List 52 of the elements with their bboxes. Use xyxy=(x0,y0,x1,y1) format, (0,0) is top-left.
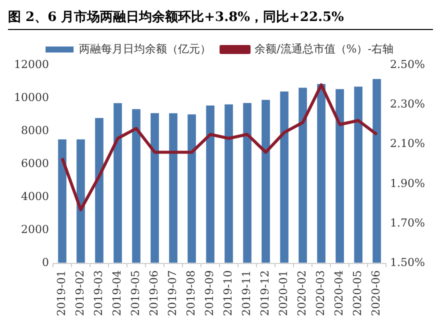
bar xyxy=(114,103,122,263)
bar xyxy=(298,88,307,263)
x-tick-label: 2019-06 xyxy=(148,270,161,316)
y2-tick-label: 1.70% xyxy=(390,216,426,230)
bar xyxy=(58,139,66,263)
legend-label: 两融每月日均余额（亿元） xyxy=(79,42,212,56)
x-tick-label: 2020-03 xyxy=(314,270,328,316)
bar xyxy=(76,139,85,263)
bar xyxy=(243,103,252,263)
bar xyxy=(336,89,344,263)
x-tick-label: 2019-02 xyxy=(74,270,87,316)
x-tick-label: 2019-01 xyxy=(55,270,68,316)
x-tick-label: 2019-12 xyxy=(258,270,272,316)
bar xyxy=(372,79,381,263)
y2-tick-label: 2.10% xyxy=(390,137,426,150)
bar xyxy=(188,114,196,263)
x-tick-label: 2020-02 xyxy=(296,270,309,316)
y2-tick-label: 1.50% xyxy=(390,256,426,270)
bar xyxy=(317,84,326,263)
x-tick-label: 2020-01 xyxy=(277,270,290,316)
x-tick-label: 2019-05 xyxy=(129,270,142,316)
chart-title: 图 2、6 月市场两融日均余额环比+3.8%，同比+22.5% xyxy=(8,8,433,30)
x-tick-label: 2019-08 xyxy=(184,270,198,316)
bar xyxy=(280,91,288,263)
bar xyxy=(206,105,214,263)
x-tick-label: 2020-05 xyxy=(351,270,364,316)
y-tick-label: 8000 xyxy=(20,124,49,137)
bar xyxy=(132,109,140,263)
x-tick-label: 2020-06 xyxy=(370,270,383,316)
y-tick-label: 0 xyxy=(42,256,49,270)
bar xyxy=(354,86,362,263)
y-tick-label: 6000 xyxy=(20,157,49,170)
y-tick-label: 2000 xyxy=(20,223,49,236)
y-tick-label: 12000 xyxy=(14,58,49,71)
x-tick-label: 2019-03 xyxy=(92,270,106,316)
y-tick-label: 4000 xyxy=(20,190,49,204)
bar xyxy=(95,118,104,263)
bar xyxy=(224,104,233,263)
y2-tick-label: 1.90% xyxy=(390,176,426,190)
y2-tick-label: 2.50% xyxy=(390,58,426,71)
x-tick-label: 2019-09 xyxy=(203,270,216,316)
legend-label: 余额/流通总市值（%）-右轴 xyxy=(254,42,394,56)
x-tick-label: 2020-04 xyxy=(332,270,346,316)
x-tick-label: 2019-07 xyxy=(166,270,180,316)
x-tick-label: 2019-10 xyxy=(222,270,235,316)
x-tick-label: 2019-11 xyxy=(240,270,254,316)
x-tick-label: 2019-04 xyxy=(110,270,124,316)
y-tick-label: 10000 xyxy=(14,90,49,104)
bar xyxy=(169,113,178,263)
bar xyxy=(262,100,270,263)
bar xyxy=(150,113,159,263)
y2-tick-label: 2.30% xyxy=(390,98,426,111)
